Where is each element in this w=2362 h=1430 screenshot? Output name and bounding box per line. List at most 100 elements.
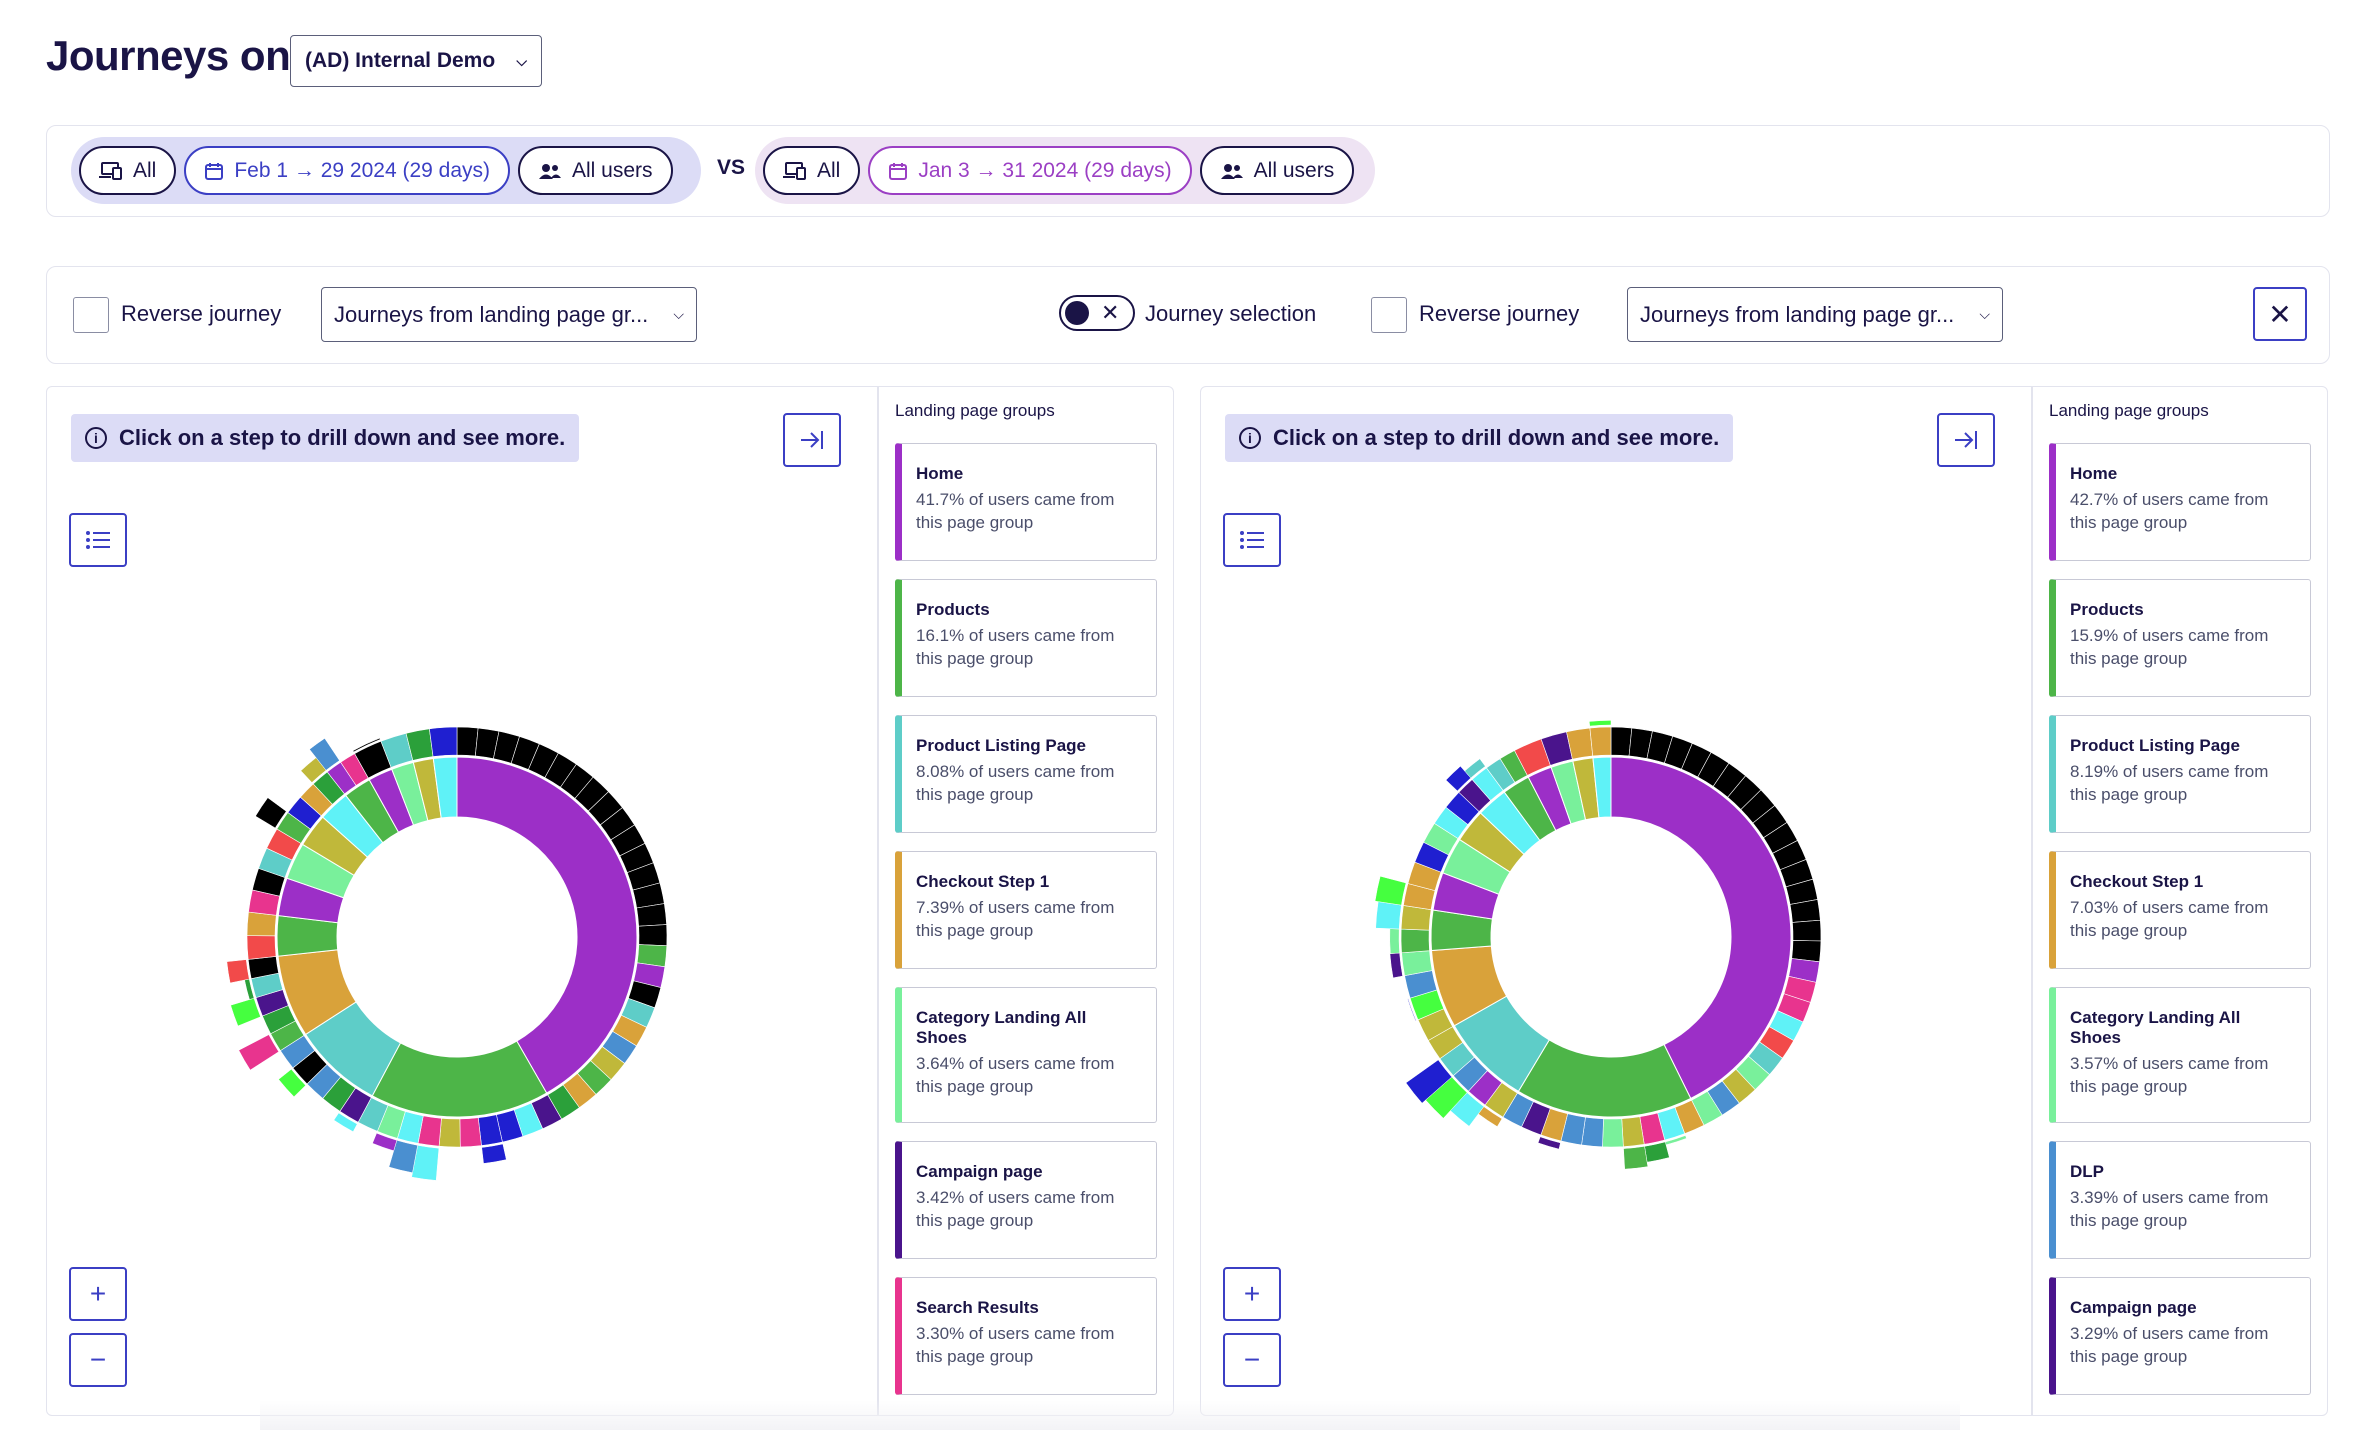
landing-page-group-card[interactable]: Campaign page 3.29% of users came from th…	[2049, 1277, 2311, 1395]
reverse-journey-label-right: Reverse journey	[1419, 301, 1580, 326]
landing-page-group-card[interactable]: Checkout Step 1 7.39% of users came from …	[895, 851, 1157, 969]
sunburst-segment[interactable]	[1589, 726, 1612, 757]
segment-filter-a[interactable]: All users	[518, 146, 673, 195]
close-comparison-button[interactable]: ✕	[2253, 287, 2307, 341]
sunburst-segment[interactable]	[1374, 875, 1407, 906]
toggle-knob	[1065, 301, 1089, 325]
sunburst-segment[interactable]	[255, 797, 287, 829]
sunburst-segment[interactable]	[372, 1132, 398, 1152]
journey-sunburst-chart[interactable]	[167, 647, 747, 1227]
journey-type-dropdown-right[interactable]: Journeys from landing page gr... ⌵	[1627, 287, 2003, 342]
chevron-down-icon: ⌵	[1979, 306, 1990, 322]
sunburst-segment[interactable]	[1405, 1059, 1453, 1104]
landing-page-group-card[interactable]: Product Listing Page 8.08% of users came …	[895, 715, 1157, 833]
reverse-journey-checkbox-right[interactable]	[1371, 297, 1407, 333]
sunburst-segment[interactable]	[1588, 720, 1612, 727]
comparison-group-a: All Feb 1 → 29 2024 (29 days) All users	[71, 137, 701, 204]
drill-down-hint-text: Click on a step to drill down and see mo…	[1273, 425, 1720, 450]
journey-sunburst-chart[interactable]	[1321, 647, 1901, 1227]
zoom-in-button[interactable]: +	[1223, 1267, 1281, 1321]
zoom-out-button[interactable]: −	[69, 1333, 127, 1387]
landing-page-group-share: 3.29% of users came from this page group	[2070, 1324, 2269, 1366]
landing-page-group-share: 3.42% of users came from this page group	[916, 1188, 1115, 1230]
sunburst-segment[interactable]	[1644, 1141, 1670, 1163]
sunburst-segment[interactable]	[1375, 901, 1402, 930]
device-filter-a[interactable]: All	[79, 146, 177, 195]
landing-page-group-share: 8.08% of users came from this page group	[916, 762, 1115, 804]
sunburst-segment[interactable]	[333, 1112, 358, 1133]
sunburst-segment[interactable]	[459, 1117, 482, 1148]
list-view-button[interactable]	[69, 513, 127, 567]
date-range-a[interactable]: Feb 1 → 29 2024 (29 days)	[184, 146, 510, 195]
drill-down-hint: i Click on a step to drill down and see …	[1225, 414, 1734, 462]
sunburst-segment[interactable]	[1400, 928, 1430, 954]
sunburst-segment[interactable]	[352, 737, 381, 753]
property-select[interactable]: (AD) Internal Demo ⌵	[290, 35, 542, 87]
landing-page-group-card[interactable]: Campaign page 3.42% of users came from th…	[895, 1141, 1157, 1259]
sunburst-segment[interactable]	[432, 756, 458, 819]
sunburst-segment[interactable]	[1610, 756, 1792, 1100]
landing-page-group-name: Product Listing Page	[2070, 736, 2241, 755]
sunburst-segment[interactable]	[226, 959, 250, 984]
landing-page-group-card[interactable]: Product Listing Page 8.19% of users came …	[2049, 715, 2311, 833]
landing-page-group-name: Campaign page	[916, 1162, 1043, 1181]
landing-page-group-card[interactable]: Search Results 3.30% of users came from t…	[895, 1277, 1157, 1395]
expand-panel-button[interactable]	[783, 413, 841, 467]
sunburst-segment[interactable]	[1389, 952, 1403, 979]
sunburst-segment[interactable]	[278, 1068, 306, 1098]
landing-page-group-share: 41.7% of users came from this page group	[916, 490, 1115, 532]
device-filter-b[interactable]: All	[763, 146, 861, 195]
landing-page-group-card[interactable]: Category Landing All Shoes 3.64% of users…	[895, 987, 1157, 1123]
sunburst-segment[interactable]	[1792, 919, 1822, 942]
sunburst-segment[interactable]	[638, 924, 668, 947]
sunburst-segment[interactable]	[456, 756, 638, 1094]
sunburst-segment[interactable]	[481, 1143, 507, 1164]
sunburst-segment[interactable]	[1389, 928, 1400, 954]
landing-page-group-name: Products	[916, 600, 990, 619]
sunburst-segment[interactable]	[1623, 1146, 1649, 1170]
landing-page-group-name: Category Landing All Shoes	[2070, 1008, 2241, 1047]
sunburst-segment[interactable]	[1517, 1039, 1692, 1118]
expand-panel-button[interactable]	[1937, 413, 1995, 467]
sunburst-segment[interactable]	[1464, 758, 1486, 779]
landing-page-group-card[interactable]: DLP 3.39% of users came from this page gr…	[2049, 1141, 2311, 1259]
date-range-b[interactable]: Jan 3 → 31 2024 (29 days)	[868, 146, 1192, 195]
sunburst-segment[interactable]	[438, 1118, 461, 1148]
date-range-b-label: Jan 3 → 31 2024 (29 days)	[918, 158, 1172, 182]
zoom-in-button[interactable]: +	[69, 1267, 127, 1321]
sunburst-segment[interactable]	[238, 1034, 280, 1071]
landing-page-group-name: Home	[2070, 464, 2118, 483]
zoom-out-button[interactable]: −	[1223, 1333, 1281, 1387]
sunburst-segment[interactable]	[456, 726, 479, 757]
sunburst-segment[interactable]	[1602, 1118, 1624, 1148]
sunburst-segment[interactable]	[371, 1040, 548, 1118]
landing-page-group-card[interactable]: Products 16.1% of users came from this pa…	[895, 579, 1157, 697]
landing-page-group-card[interactable]: Category Landing All Shoes 3.57% of users…	[2049, 987, 2311, 1123]
sunburst-segment[interactable]	[1610, 726, 1633, 757]
sunburst-segment[interactable]	[246, 935, 277, 960]
journey-panel-right: i Click on a step to drill down and see …	[1200, 386, 2328, 1416]
landing-page-groups-title: Landing page groups	[2049, 401, 2209, 420]
drill-down-hint-text: Click on a step to drill down and see mo…	[119, 425, 566, 450]
arrow-to-right-icon	[801, 431, 823, 449]
journey-selection-toggle[interactable]: ✕	[1059, 295, 1135, 331]
sunburst-segment[interactable]	[1592, 756, 1612, 819]
sunburst-segment[interactable]	[246, 911, 277, 937]
sunburst-segment[interactable]	[1537, 1136, 1561, 1150]
minus-icon: −	[89, 1344, 107, 1375]
landing-page-group-card[interactable]: Home 41.7% of users came from this page g…	[895, 443, 1157, 561]
sunburst-segment[interactable]	[1407, 998, 1417, 1022]
landing-page-group-card[interactable]: Products 15.9% of users came from this pa…	[2049, 579, 2311, 697]
landing-page-group-name: DLP	[2070, 1162, 2104, 1181]
list-view-button[interactable]	[1223, 513, 1281, 567]
reverse-journey-checkbox-left[interactable]	[73, 297, 109, 333]
journey-type-dropdown-left[interactable]: Journeys from landing page gr... ⌵	[321, 287, 697, 342]
segment-filter-b[interactable]: All users	[1199, 146, 1355, 195]
sunburst-segment[interactable]	[230, 997, 261, 1027]
landing-page-group-name: Search Results	[916, 1298, 1039, 1317]
sunburst-segment[interactable]	[429, 726, 458, 757]
sunburst-segment[interactable]	[1791, 940, 1822, 963]
landing-page-group-card[interactable]: Checkout Step 1 7.03% of users came from …	[2049, 851, 2311, 969]
sunburst-segment[interactable]	[309, 737, 340, 771]
landing-page-group-card[interactable]: Home 42.7% of users came from this page g…	[2049, 443, 2311, 561]
